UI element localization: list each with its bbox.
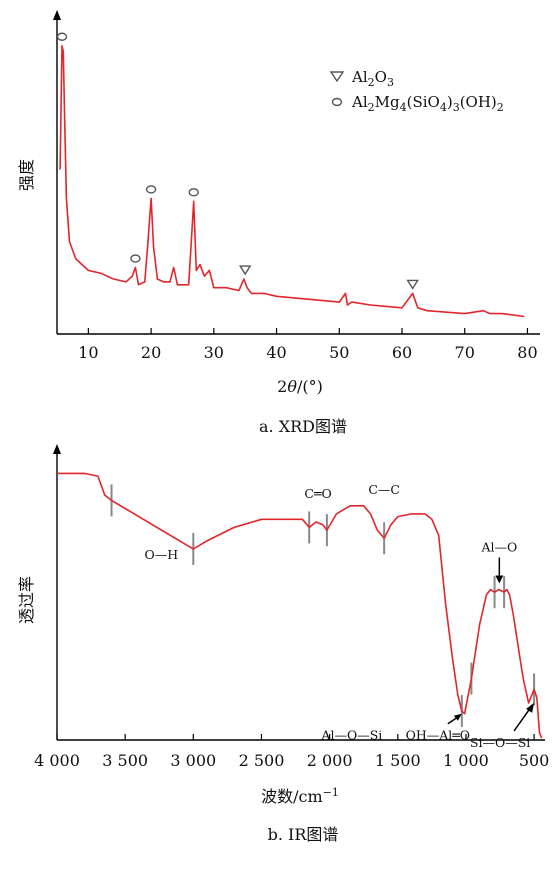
- xrd-peak-markers: [56, 32, 419, 290]
- ir-x-label: 波数/cm−1: [261, 786, 339, 806]
- xrd-panel: 10 20 30 40 50 60 70 80 强度 Al2O3 Al2Mg4(SiO4)3(…: [17, 10, 540, 436]
- xrd-x-tick-label: 60: [392, 343, 412, 362]
- al-o-arrowhead: [495, 575, 504, 584]
- circle-marker-icon: [130, 254, 141, 263]
- xrd-x-tick-label: 30: [204, 343, 224, 362]
- xrd-x-tick-label: 70: [455, 343, 475, 362]
- ir-series-line: [57, 472, 543, 739]
- xrd-legend: Al2O3 Al2Mg4(SiO4)3(OH)2: [329, 68, 504, 114]
- ir-band-label: OH—Al═O: [406, 728, 470, 743]
- ir-x-tick-label: 4 000: [34, 751, 80, 770]
- circle-marker-icon: [188, 188, 199, 197]
- ir-band-label: Al—O: [480, 540, 517, 555]
- legend-al2mg4: Al2Mg4(SiO4)3(OH)2: [351, 93, 504, 114]
- si-o-si-arrowhead: [526, 702, 535, 713]
- xrd-caption: a. XRD图谱: [259, 417, 347, 436]
- ir-x-tick-label: 1 500: [375, 751, 421, 770]
- xrd-series-line: [59, 45, 525, 318]
- ir-x-tick-label: 1 000: [443, 751, 489, 770]
- ir-band-label: C—C: [368, 482, 400, 497]
- legend-triangle-icon: [329, 71, 345, 83]
- xrd-x-tick-label: 10: [78, 343, 98, 362]
- ir-caption: b. IR图谱: [268, 825, 339, 844]
- xrd-x-ticks: 10 20 30 40 50 60 70 80: [78, 328, 538, 362]
- circle-marker-icon: [145, 185, 157, 194]
- al-o-si-arrowhead: [453, 713, 462, 721]
- ir-band-label: O—H: [144, 547, 178, 562]
- ir-x-tick-label: 3 500: [102, 751, 148, 770]
- xrd-x-tick-label: 80: [517, 343, 537, 362]
- ir-panel: 4 000 3 500 3 000 2 500 2 000 1 500 1 000 500 透…: [17, 444, 549, 844]
- si-o-si-arrow: [513, 706, 532, 732]
- ir-annotations: O—H C═O C—C Al—O Al—O—Si OH—Al═O Si—O—Si: [144, 482, 535, 750]
- triangle-marker-icon: [406, 279, 419, 290]
- ir-x-tick-label: 500: [519, 751, 550, 770]
- xrd-x-tick-label: 50: [329, 343, 349, 362]
- ir-x-ticks: 4 000 3 500 3 000 2 500 2 000 1 500 1 000 500: [34, 734, 549, 770]
- circle-marker-icon: [56, 32, 68, 41]
- xrd-y-label: 强度: [17, 159, 36, 191]
- ir-band-marks: [110, 484, 536, 727]
- xrd-y-arrow: [53, 10, 61, 20]
- ir-band-label: Si—O—Si: [470, 735, 530, 750]
- ir-x-tick-label: 2 500: [239, 751, 285, 770]
- xrd-x-tick-label: 20: [141, 343, 161, 362]
- ir-band-label: Al—O—Si: [320, 728, 382, 743]
- xrd-x-label: 2θ/(°): [277, 377, 323, 396]
- ir-y-label: 透过率: [17, 576, 36, 624]
- legend-circle-icon: [331, 97, 343, 107]
- ir-y-arrow: [53, 444, 61, 454]
- triangle-marker-icon: [238, 265, 252, 276]
- xrd-x-tick-label: 40: [266, 343, 286, 362]
- ir-x-tick-label: 3 000: [170, 751, 216, 770]
- ir-band-label: C═O: [304, 486, 331, 501]
- legend-al2o3: Al2O3: [351, 68, 394, 89]
- ir-x-tick-label: 2 000: [307, 751, 353, 770]
